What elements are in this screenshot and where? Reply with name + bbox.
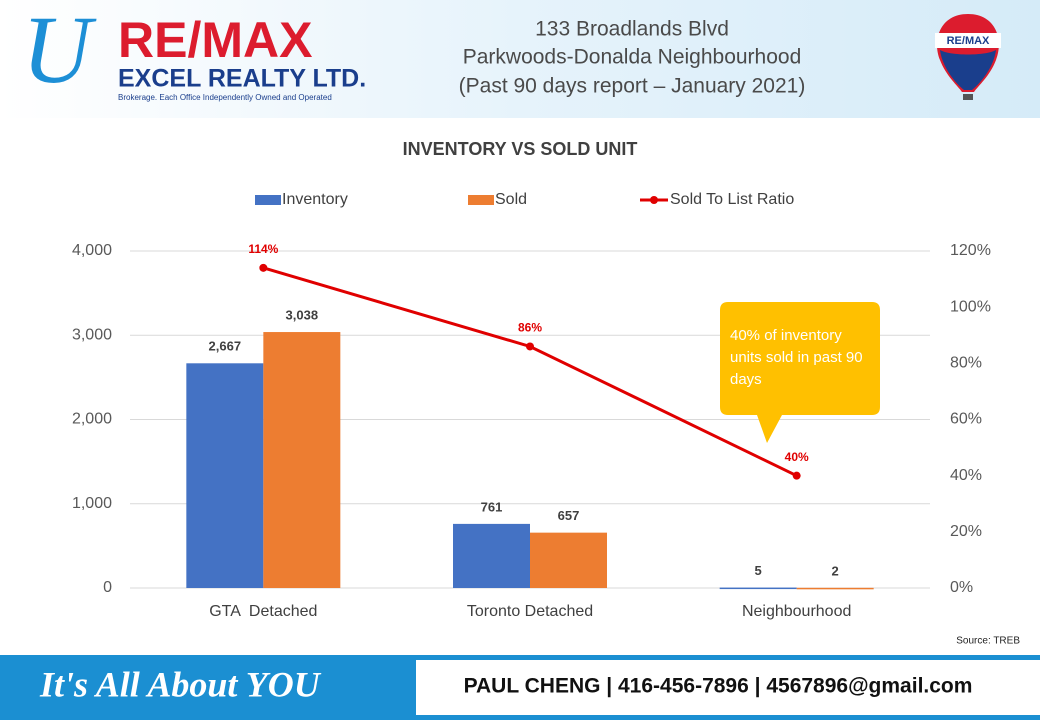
slogan: It's All About YOU <box>39 664 322 704</box>
y-tick-label: 1,000 <box>72 495 112 512</box>
line-point <box>792 471 801 480</box>
legend-label: Inventory <box>282 191 348 208</box>
header-band <box>0 0 1040 118</box>
header-title: 133 Broadlands Blvd <box>535 18 729 41</box>
header-title: Parkwoods-Donalda Neighbourhood <box>463 46 802 69</box>
bar-value-label: 2,667 <box>209 339 242 354</box>
legend-label: Sold To List Ratio <box>670 191 794 208</box>
bar <box>719 587 797 590</box>
y-tick-label: 0 <box>103 579 112 596</box>
source: Source: TREB <box>956 636 1020 647</box>
bar-value-label: 2 <box>832 563 839 578</box>
logo-brand: RE/MAX <box>118 12 312 68</box>
line-value-label: 40% <box>785 450 809 464</box>
y-tick-label: 3,000 <box>72 326 112 343</box>
plot: 0 1,000 2,000 3,000 4,000 0% 20% 40% 60% 80% 100% 1… <box>72 191 991 620</box>
y-tick-label: 2,000 <box>72 411 112 428</box>
contact-box <box>416 660 1040 715</box>
x-tick-label: Neighbourhood <box>742 603 851 620</box>
bar-value-label: 761 <box>481 499 503 514</box>
logo-company: EXCEL REALTY LTD. <box>118 65 366 93</box>
callout-box: 40% of inventory units sold in past 90 d… <box>730 327 863 388</box>
balloon-band <box>935 33 1001 48</box>
logo-mark: U <box>22 0 97 103</box>
callout <box>720 302 880 443</box>
legend-swatch <box>468 195 494 205</box>
bar <box>453 523 530 588</box>
bar <box>796 587 874 590</box>
legend-swatch-point <box>650 196 658 204</box>
x-tick-label: GTA Detached <box>209 603 317 620</box>
y-tick-label: 4,000 <box>72 242 112 259</box>
line-value-label: 86% <box>518 321 542 335</box>
balloon-text: RE/MAX <box>947 35 990 47</box>
y2-tick-label: 120% <box>950 242 991 259</box>
legend-label: Sold <box>495 191 527 208</box>
y2-tick-label: 100% <box>950 298 991 315</box>
chart-title: INVENTORY VS SOLD UNIT <box>403 139 638 159</box>
line-point <box>526 342 534 351</box>
bar-value-label: 657 <box>558 508 580 523</box>
bar <box>263 332 341 588</box>
y2-tick-label: 80% <box>950 355 982 372</box>
legend-swatch <box>255 195 281 205</box>
contact: PAUL CHENG | 416-456-7896 | 4567896@gmai… <box>464 675 973 698</box>
y2-tick-label: 40% <box>950 467 982 484</box>
bar <box>186 363 264 588</box>
bar-value-label: 3,038 <box>286 307 319 322</box>
balloon-basket <box>963 94 973 100</box>
y2-tick-label: 20% <box>950 523 982 540</box>
y2-tick-label: 60% <box>950 411 982 428</box>
bar <box>530 532 607 588</box>
line-value-label: 114% <box>248 242 278 256</box>
logo-tagline: Brokerage. Each Office Independently Own… <box>118 93 332 102</box>
x-tick-label: Toronto Detached <box>467 603 593 620</box>
line-point <box>259 263 268 272</box>
balloon-stripe <box>940 50 996 90</box>
y2-tick-label: 0% <box>950 579 973 596</box>
header-title: (Past 90 days report – January 2021) <box>459 75 806 98</box>
bar-value-label: 5 <box>755 563 762 578</box>
annotation: 40% of inventory units sold in past 90 d… <box>730 327 863 388</box>
